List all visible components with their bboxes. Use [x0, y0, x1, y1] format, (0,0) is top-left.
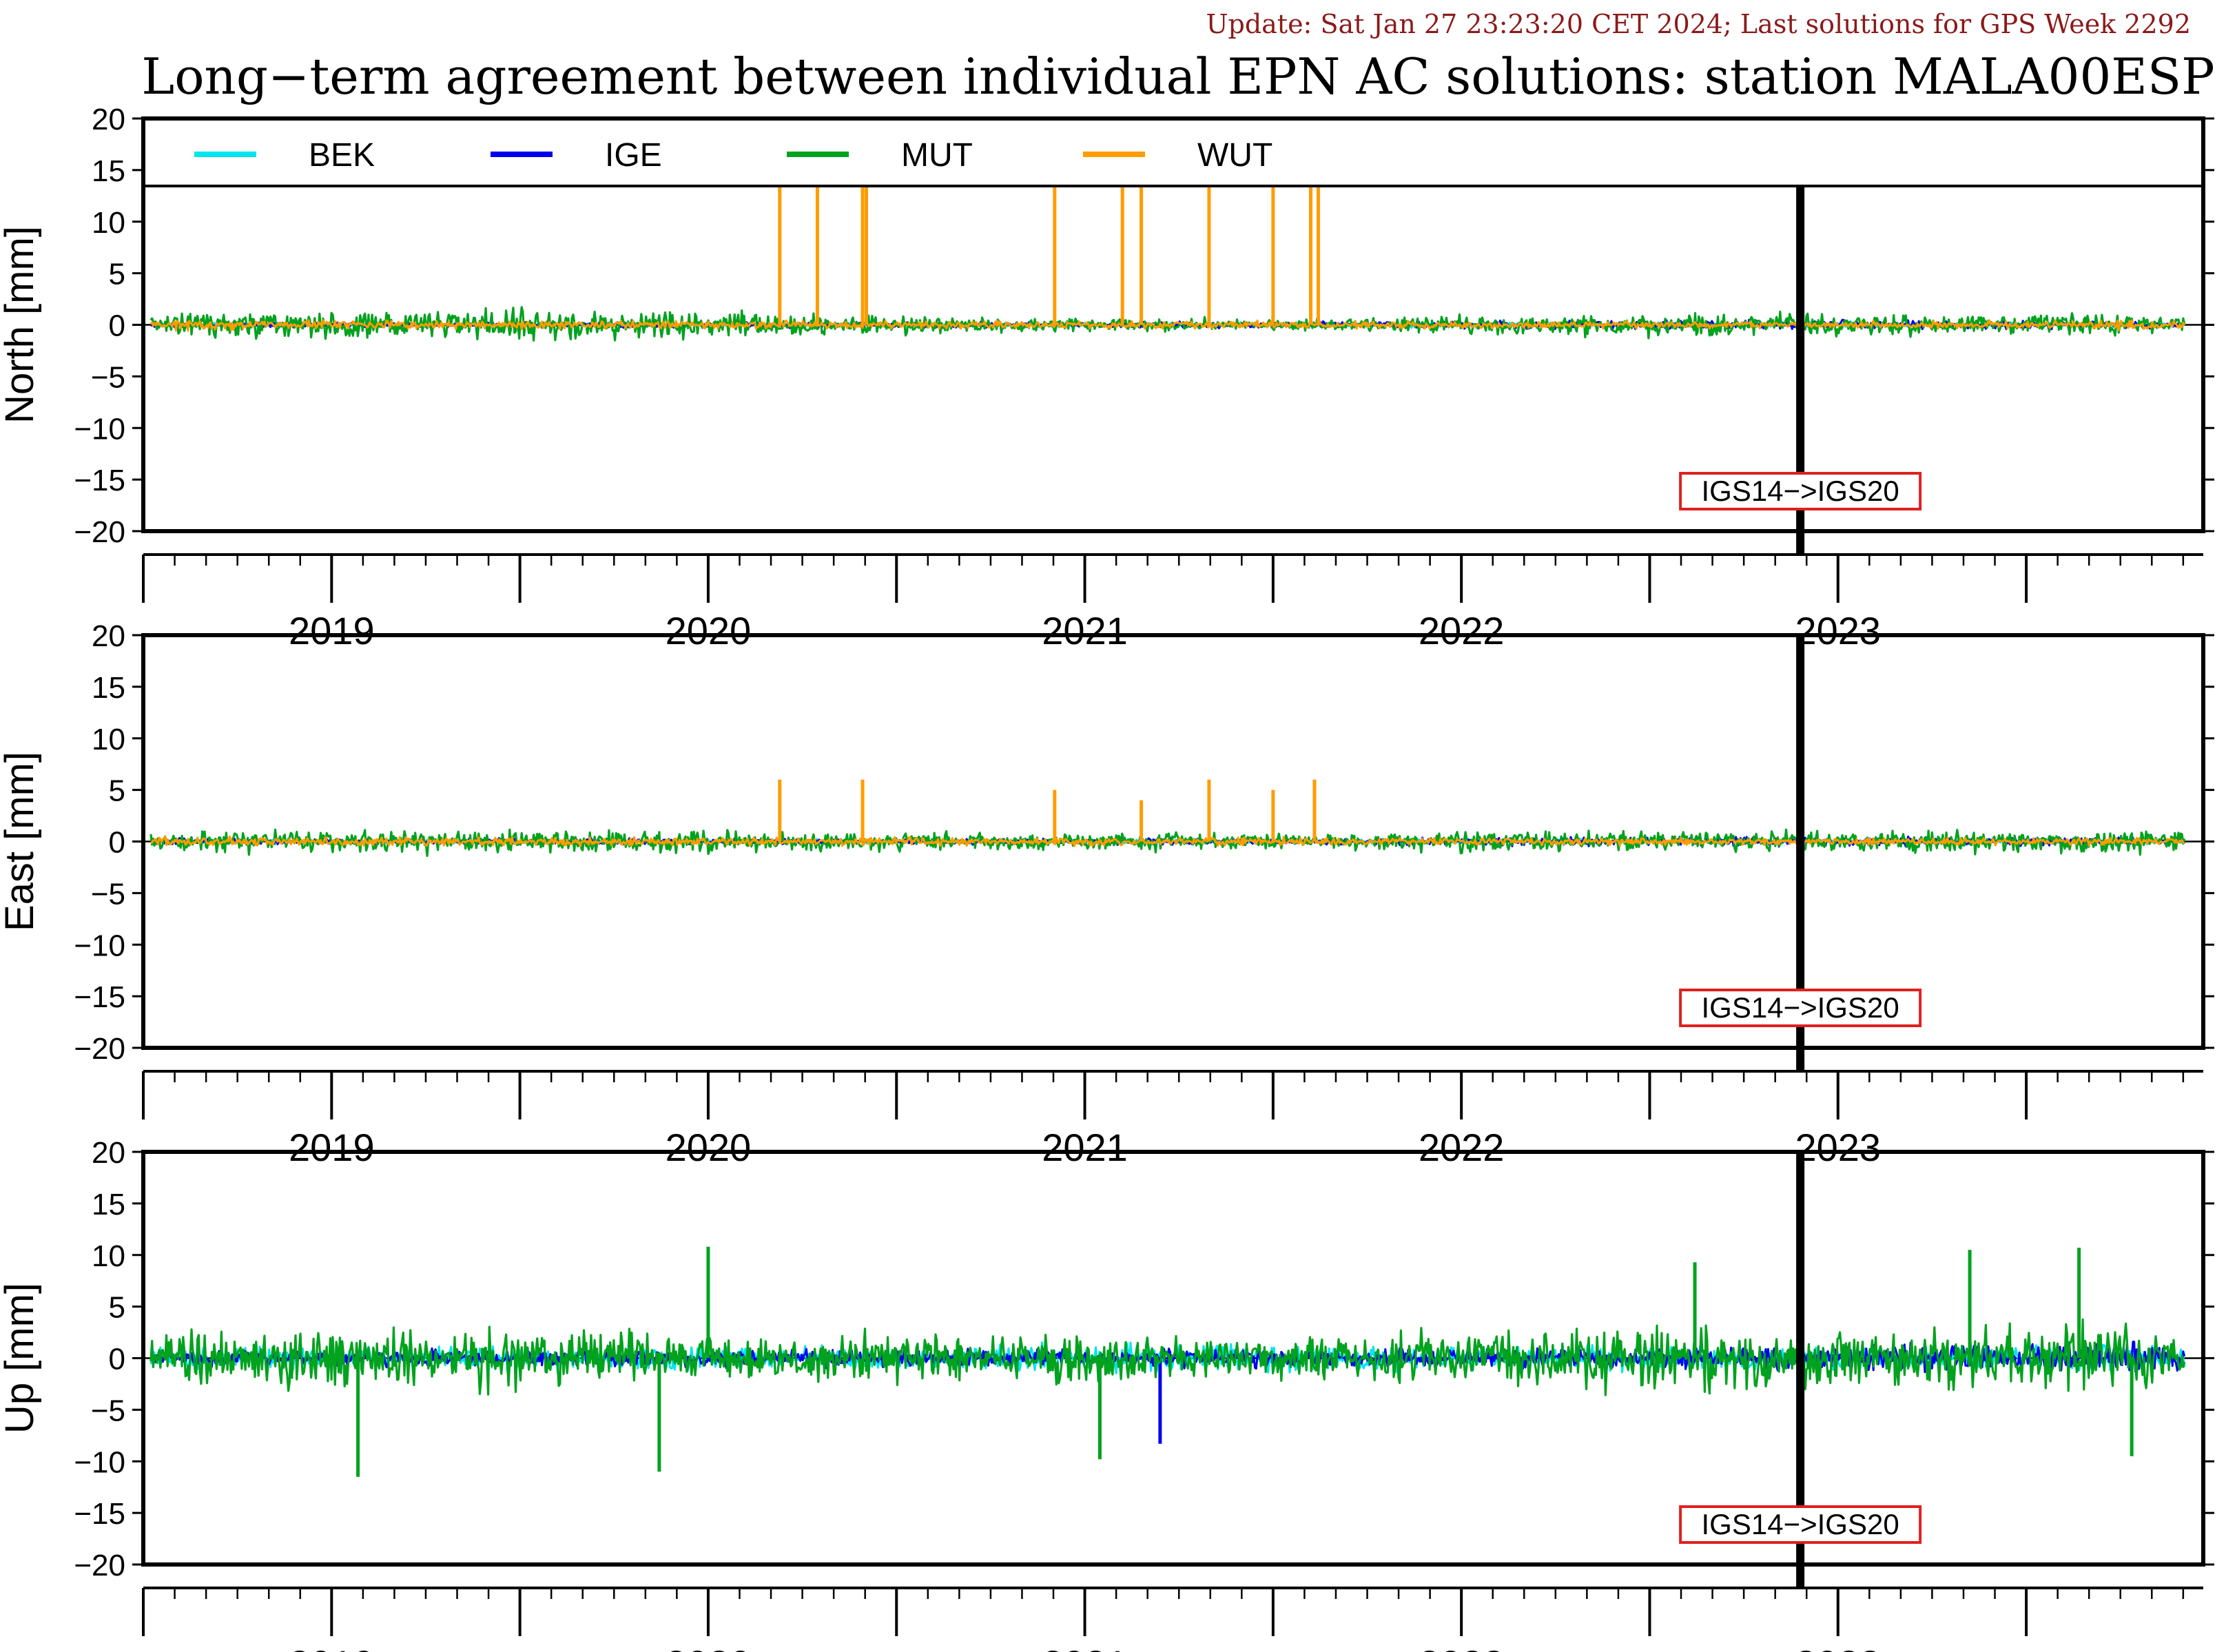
- x-tick-label: 2019: [289, 1126, 375, 1169]
- plot-frame: [141, 633, 2205, 1050]
- x-tick-label: 2020: [666, 609, 752, 652]
- x-tick-label: 2020: [666, 1126, 752, 1169]
- y-tick-label: 15: [92, 1188, 125, 1221]
- x-tick-label: 2021: [1042, 609, 1128, 652]
- y-axis-label: East [mm]: [0, 752, 42, 931]
- legend-label: WUT: [1197, 137, 1272, 174]
- series-wut-line: [150, 835, 2185, 847]
- y-tick-label: −20: [74, 1549, 125, 1582]
- x-tick-label: 2022: [1419, 609, 1505, 652]
- y-tick-label: 10: [92, 723, 125, 756]
- x-tick-label: 2023: [1795, 1126, 1881, 1169]
- y-tick-label: −15: [74, 464, 125, 497]
- plot-frame: [141, 1150, 2205, 1567]
- y-axis-label: Up [mm]: [0, 1283, 42, 1434]
- x-tick-label: 2021: [1042, 1642, 1128, 1652]
- y-tick-label: −15: [74, 1497, 125, 1531]
- x-tick-label: 2021: [1042, 1126, 1128, 1169]
- x-tick-label: 2022: [1419, 1126, 1505, 1169]
- y-tick-label: 0: [109, 1343, 125, 1376]
- y-tick-label: −20: [74, 515, 125, 549]
- y-tick-label: 20: [92, 103, 125, 136]
- y-tick-label: −5: [91, 360, 125, 394]
- x-tick-label: 2022: [1419, 1642, 1505, 1652]
- y-tick-label: 5: [109, 774, 125, 808]
- y-tick-label: 0: [109, 309, 125, 343]
- y-tick-label: −10: [74, 929, 125, 962]
- frame-change-label: IGS14−>IGS20: [1702, 475, 1899, 507]
- plot-frame: [141, 116, 2205, 533]
- legend-label: IGE: [605, 137, 662, 174]
- x-tick-label: 2019: [289, 1642, 375, 1652]
- y-tick-label: −20: [74, 1032, 125, 1066]
- y-tick-label: 0: [109, 826, 125, 860]
- y-tick-label: −5: [91, 1394, 125, 1427]
- y-tick-label: 15: [92, 154, 125, 188]
- y-tick-label: 20: [92, 1136, 125, 1170]
- legend-label: MUT: [901, 137, 973, 174]
- frame-change-box: [1679, 472, 1922, 510]
- y-tick-label: 5: [109, 258, 125, 291]
- x-tick-label: 2023: [1795, 1642, 1881, 1652]
- y-tick-label: 10: [92, 206, 125, 240]
- update-timestamp: Update: Sat Jan 27 23:23:20 CET 2024; La…: [1206, 9, 2191, 39]
- x-tick-label: 2023: [1795, 609, 1881, 652]
- x-tick-label: 2019: [289, 609, 375, 652]
- y-axis-label: North [mm]: [0, 226, 42, 424]
- chart-title: Long−term agreement between individual E…: [141, 48, 2214, 105]
- frame-change-box: [1679, 989, 1922, 1027]
- frame-change-label: IGS14−>IGS20: [1702, 1508, 1899, 1540]
- y-tick-label: 20: [92, 619, 125, 653]
- panel-east: 20 15 10 5 0 −5 −10 −15 −20 East [mm] 2019 2020 2021…: [0, 619, 2214, 1169]
- y-tick-label: −5: [91, 877, 125, 911]
- y-tick-label: 15: [92, 671, 125, 705]
- y-tick-label: −10: [74, 412, 125, 446]
- x-tick-label: 2020: [666, 1642, 752, 1652]
- y-tick-label: 10: [92, 1239, 125, 1273]
- y-tick-label: −15: [74, 980, 125, 1014]
- legend-label: BEK: [309, 137, 375, 174]
- y-tick-label: 5: [109, 1291, 125, 1325]
- series-mut-line: [150, 1318, 2186, 1396]
- panel-up: 20 15 10 5 0 −5 −10 −15 −20 Up [mm] 2019 2020 2021 20…: [0, 1136, 2214, 1652]
- frame-change-label: IGS14−>IGS20: [1702, 991, 1899, 1024]
- frame-change-box: [1679, 1505, 1922, 1544]
- series-wut-line: [150, 319, 2186, 332]
- y-tick-label: −10: [74, 1445, 125, 1479]
